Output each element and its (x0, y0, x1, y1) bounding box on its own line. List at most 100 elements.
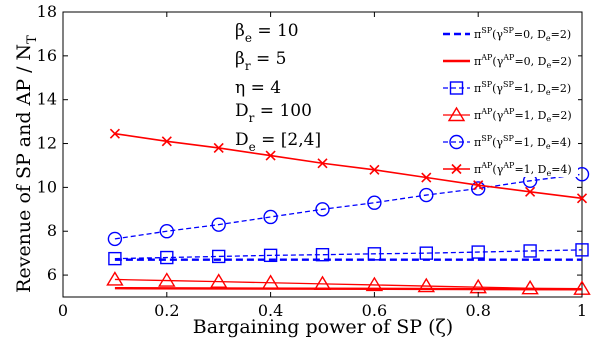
legend-superscript: SP (503, 80, 514, 89)
y-tick-label: 10 (37, 177, 57, 196)
legend-subscript: e (546, 34, 551, 43)
legend-symbol: π (474, 55, 481, 68)
x-axis-label: Bargaining power of SP (ζ) (193, 316, 453, 338)
legend-label: πSP(γSP=1, De=4) (474, 134, 571, 151)
legend-text: (γ (492, 136, 503, 149)
y-tick-label: 12 (37, 134, 57, 153)
series-2 (114, 287, 583, 291)
annotation-symbol: D (235, 130, 249, 150)
series-line (114, 278, 583, 290)
data-point (107, 231, 123, 247)
legend-subscript: e (546, 169, 551, 178)
series-line (114, 173, 583, 240)
legend-label: πSP(γSP=1, De=2) (474, 80, 571, 97)
legend-superscript: AP (480, 161, 493, 170)
legend-symbol: π (474, 82, 481, 95)
data-point (471, 181, 486, 196)
legend-text: =4) (551, 136, 572, 149)
series-6 (109, 128, 588, 204)
legend-superscript: AP (480, 107, 493, 116)
data-point (313, 275, 332, 291)
x-marker-stroke (525, 186, 536, 197)
data-point (106, 271, 124, 286)
legend-item: πSP(γSP=1, De=4) (443, 134, 571, 151)
x-marker-stroke (161, 136, 172, 147)
legend-superscript: AP (502, 107, 515, 116)
annotation-value: = 100 (254, 101, 312, 121)
y-tick-label: 16 (37, 46, 57, 65)
legend-text: (γ (492, 28, 503, 41)
annotation-value: = [2,4] (256, 130, 321, 150)
x-marker-stroke (576, 193, 588, 204)
annotation-symbol: β (235, 21, 245, 41)
legend-text: =2) (551, 28, 572, 41)
legend-subscript: e (546, 88, 551, 97)
legend-subscript: e (546, 115, 551, 124)
series-layer (106, 128, 591, 295)
legend-item: πAP(γAP=1, De=2) (443, 106, 572, 124)
data-point (109, 128, 120, 139)
annotation-subscript: e (249, 140, 256, 154)
series-line (114, 132, 583, 200)
annotation-symbol: D (235, 101, 249, 121)
data-point (367, 247, 382, 261)
x-tick-label: 0.4 (258, 301, 283, 320)
data-point (263, 248, 278, 263)
data-point (523, 244, 537, 258)
x-marker-stroke (369, 164, 380, 175)
data-point (160, 250, 174, 265)
y-tick-label: 8 (47, 221, 57, 240)
data-point (575, 243, 589, 257)
data-point (421, 172, 432, 183)
legend-text: =1, D (514, 109, 546, 122)
legend-text: =0, D (514, 55, 546, 68)
parameter-annotation: De = [2,4] (235, 130, 321, 154)
legend-text: =1, D (514, 163, 546, 176)
data-point (108, 251, 122, 266)
legend-label: πAP(γAP=0, De=2) (474, 53, 572, 70)
data-point (521, 279, 539, 295)
x-marker-stroke (421, 172, 432, 183)
x-tick-label: 0.6 (362, 301, 387, 320)
x-marker-stroke (109, 128, 120, 139)
legend-symbol: π (474, 28, 481, 41)
legend-superscript: SP (481, 26, 492, 35)
data-point (471, 245, 485, 259)
y-tick-label: 14 (37, 90, 57, 109)
legend-label: πSP(γSP=0, De=2) (474, 26, 571, 43)
annotation-symbol: β (235, 49, 245, 69)
legend-text: =2) (551, 82, 572, 95)
data-point (211, 217, 226, 232)
x-tick-label: 0.2 (154, 301, 179, 320)
y-axis-label-subscript: T (25, 35, 40, 44)
legend-superscript: AP (502, 161, 515, 170)
legend-text: (γ (492, 163, 503, 176)
parameter-annotation: βe = 10 (235, 21, 299, 45)
y-axis-label-main: Revenue of SP and AP / N (13, 44, 35, 293)
legend-marker (449, 134, 464, 150)
data-point (365, 276, 384, 292)
data-point (161, 136, 172, 147)
data-point (158, 272, 176, 287)
data-point (317, 158, 328, 169)
legend-superscript: SP (481, 134, 492, 143)
legend-item: πSP(γSP=0, De=2) (443, 26, 571, 43)
legend-text: (γ (492, 109, 503, 122)
data-point (211, 249, 226, 264)
y-tick-label: 18 (37, 2, 57, 21)
data-point (473, 180, 484, 191)
legend-text: =0, D (514, 28, 546, 41)
data-point (159, 224, 175, 239)
legend-subscript: e (546, 61, 551, 70)
legend-text: =2) (551, 109, 572, 122)
annotation-subscript: r (245, 59, 251, 73)
x-tick-label: 1 (577, 301, 587, 320)
x-marker-stroke (317, 158, 328, 169)
data-point (209, 273, 228, 288)
annotation-value: = 10 (252, 21, 299, 41)
series-3 (108, 243, 589, 266)
legend-superscript: SP (503, 26, 514, 35)
parameter-annotation: βr = 5 (235, 49, 286, 73)
legend-item: πSP(γSP=1, De=2) (443, 80, 571, 97)
